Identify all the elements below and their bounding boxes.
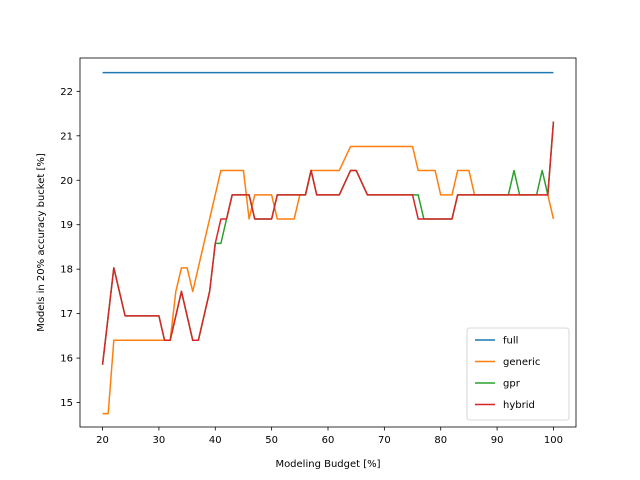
- legend-label-hybrid: hybrid: [503, 400, 535, 411]
- y-tick-label: 16: [60, 354, 73, 365]
- y-tick-label: 19: [60, 220, 73, 231]
- legend-box: [466, 327, 570, 421]
- x-tick-label: 70: [378, 435, 391, 446]
- x-tick-label: 20: [96, 435, 109, 446]
- x-tick-label: 50: [265, 435, 278, 446]
- series-layer: [101, 71, 555, 415]
- x-tick-label: 60: [322, 435, 335, 446]
- y-tick-label: 22: [60, 87, 73, 98]
- series-line-hybrid: [101, 121, 555, 365]
- legend-label-generic: generic: [503, 357, 540, 368]
- legend-label-gpr: gpr: [503, 379, 521, 390]
- series-line-generic: [102, 145, 555, 415]
- x-tick-label: 80: [434, 435, 447, 446]
- y-axis-title: Models in 20% accuracy bucket [%]: [36, 153, 47, 332]
- y-tick-label: 21: [60, 131, 73, 142]
- legend-label-full: full: [503, 336, 518, 347]
- y-tick-label: 18: [60, 265, 73, 276]
- x-tick-label: 30: [153, 435, 166, 446]
- x-tick-label: 40: [209, 435, 222, 446]
- legend: full generic gpr hybrid: [466, 327, 570, 421]
- y-tick-label: 20: [60, 176, 73, 187]
- y-tick-label: 15: [60, 398, 73, 409]
- x-tick-label: 100: [544, 435, 563, 446]
- y-axis: 15 16 17 18 19 20 21 22: [60, 87, 80, 409]
- x-tick-label: 90: [491, 435, 504, 446]
- x-axis-title: Modeling Budget [%]: [275, 459, 380, 470]
- y-tick-label: 17: [60, 309, 73, 320]
- x-axis: 20 30 40 50 60 70 80 90 100: [96, 427, 563, 446]
